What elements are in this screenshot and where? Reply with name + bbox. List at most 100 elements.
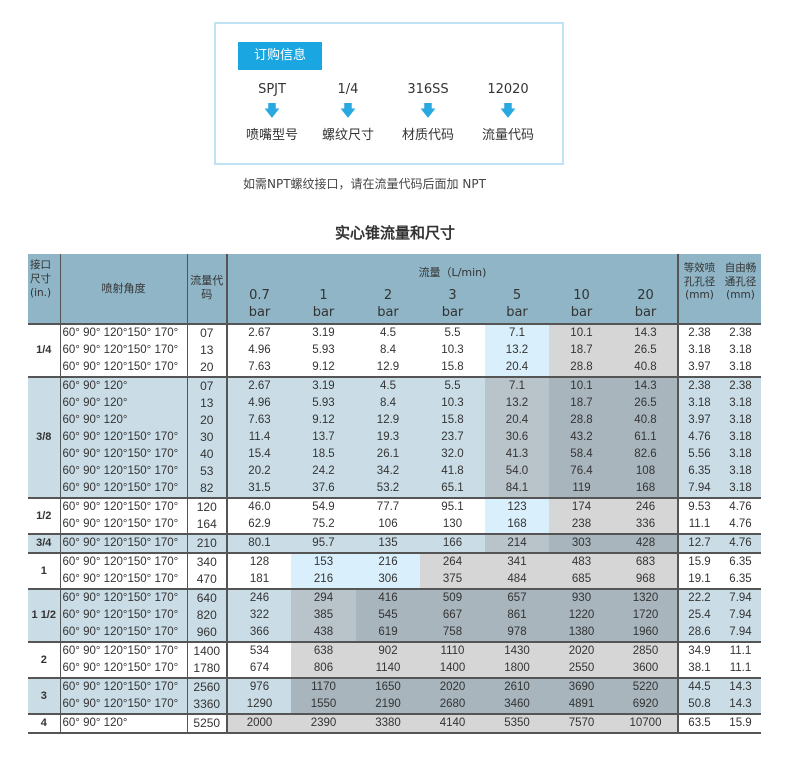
flow-value-cell: 62.9 — [227, 516, 291, 534]
flow-value-cell: 416 — [356, 588, 420, 607]
flow-code-cell: 340 — [187, 552, 228, 571]
flow-value-cell: 1720 — [614, 607, 678, 624]
flow-value-cell: 2.67 — [227, 323, 291, 342]
flow-value-cell: 77.7 — [356, 497, 420, 516]
orifice-cell: 3.18 — [677, 395, 720, 412]
flow-value-cell: 34.2 — [356, 463, 420, 480]
flow-value-cell: 5220 — [614, 677, 678, 696]
flow-value-cell: 483 — [549, 552, 614, 571]
flow-value-cell: 106 — [356, 516, 420, 534]
flow-value-cell: 216 — [291, 571, 356, 589]
table-row: 60° 90° 120°150° 170° 53 20.2 24.2 34.2 41.8 5… — [28, 463, 761, 480]
flow-value-cell: 41.8 — [420, 463, 485, 480]
arrow-down-icon: 🡇 — [263, 101, 281, 120]
flow-value-cell: 61.1 — [614, 429, 678, 446]
flow-value-cell: 438 — [291, 624, 356, 642]
flow-value-cell: 7.63 — [227, 412, 291, 429]
flow-value-cell: 667 — [420, 607, 485, 624]
angle-cell: 60° 90° 120°150° 170° — [59, 641, 188, 660]
angle-cell: 60° 90° 120° — [59, 395, 188, 412]
flow-value-cell: 54.9 — [291, 497, 356, 516]
angle-cell: 60° 90° 120°150° 170° — [59, 624, 188, 642]
flow-value-cell: 43.2 — [549, 429, 614, 446]
angle-cell: 60° 90° 120°150° 170° — [59, 480, 188, 498]
orifice-cell: 19.1 — [677, 571, 720, 589]
orifice-cell: 3.18 — [677, 342, 720, 359]
angle-cell: 60° 90° 120°150° 170° — [59, 446, 188, 463]
size-cell: 3/8 — [28, 376, 60, 498]
orifice-cell: 2.38 — [677, 323, 720, 342]
angle-cell: 60° 90° 120°150° 170° — [59, 607, 188, 624]
flow-value-cell: 53.2 — [356, 480, 420, 498]
flow-value-cell: 674 — [227, 660, 291, 678]
flow-value-cell: 8.4 — [356, 342, 420, 359]
free-passage-cell: 3.18 — [720, 480, 761, 498]
angle-cell: 60° 90° 120°150° 170° — [59, 660, 188, 678]
orifice-cell: 34.9 — [677, 641, 720, 660]
flow-value-cell: 95.7 — [291, 533, 356, 553]
flow-value-cell: 15.8 — [420, 359, 485, 377]
flow-value-cell: 657 — [485, 588, 549, 607]
flow-code-cell: 53 — [187, 463, 228, 480]
flow-value-cell: 5.5 — [420, 376, 485, 395]
flow-value-cell: 130 — [420, 516, 485, 534]
angle-cell: 60° 90° 120°150° 170° — [59, 342, 188, 359]
flow-value-cell: 214 — [485, 533, 549, 553]
flow-value-cell: 375 — [420, 571, 485, 589]
pressure-unit: bar — [570, 305, 593, 320]
angle-cell: 60° 90° 120°150° 170° — [59, 552, 188, 571]
flow-value-cell: 902 — [356, 641, 420, 660]
flow-value-cell: 2550 — [549, 660, 614, 678]
flow-value-cell: 294 — [291, 588, 356, 607]
angle-cell: 60° 90° 120°150° 170° — [59, 359, 188, 377]
flow-value-cell: 8.4 — [356, 395, 420, 412]
flow-value-cell: 2680 — [420, 696, 485, 714]
free-passage-cell: 3.18 — [720, 342, 761, 359]
flow-value-cell: 168 — [614, 480, 678, 498]
flow-value-cell: 976 — [227, 677, 291, 696]
size-cell: 3/4 — [28, 533, 60, 553]
flow-value-cell: 15.4 — [227, 446, 291, 463]
orifice-cell: 44.5 — [677, 677, 720, 696]
orifice-cell: 38.1 — [677, 660, 720, 678]
flow-value-cell: 5.93 — [291, 342, 356, 359]
free-passage-cell: 2.38 — [720, 323, 761, 342]
header-pressure: 20 bar — [614, 280, 678, 324]
order-item-flow: 12020 🡇 流量代码 — [468, 82, 548, 143]
orifice-cell: 7.94 — [677, 480, 720, 498]
flow-code-cell: 5250 — [187, 713, 228, 734]
flow-value-cell: 26.5 — [614, 342, 678, 359]
flow-value-cell: 683 — [614, 552, 678, 571]
flow-value-cell: 930 — [549, 588, 614, 607]
flow-value-cell: 264 — [420, 552, 485, 571]
pressure-value: 0.7 — [249, 288, 270, 303]
flow-value-cell: 18.5 — [291, 446, 356, 463]
flow-value-cell: 80.1 — [227, 533, 291, 553]
flow-value-cell: 23.7 — [420, 429, 485, 446]
flow-code-cell: 3360 — [187, 696, 228, 714]
orifice-cell: 22.2 — [677, 588, 720, 607]
flow-value-cell: 46.0 — [227, 497, 291, 516]
free-passage-cell: 14.3 — [720, 696, 761, 714]
order-item-model: SPJT 🡇 喷嘴型号 — [232, 82, 312, 143]
flow-value-cell: 216 — [356, 552, 420, 571]
flow-value-cell: 84.1 — [485, 480, 549, 498]
flow-value-cell: 24.2 — [291, 463, 356, 480]
flow-value-cell: 246 — [614, 497, 678, 516]
flow-value-cell: 10700 — [614, 713, 678, 734]
flow-value-cell: 322 — [227, 607, 291, 624]
angle-cell: 60° 90° 120°150° 170° — [59, 516, 188, 534]
header-pressure: 2 bar — [356, 280, 420, 324]
flow-value-cell: 26.5 — [614, 395, 678, 412]
free-passage-cell: 14.3 — [720, 677, 761, 696]
flow-value-cell: 9.12 — [291, 359, 356, 377]
flow-value-cell: 28.8 — [549, 359, 614, 377]
free-passage-cell: 11.1 — [720, 660, 761, 678]
flow-value-cell: 534 — [227, 641, 291, 660]
flow-value-cell: 1290 — [227, 696, 291, 714]
angle-cell: 60° 90° 120° — [59, 376, 188, 395]
flow-value-cell: 2850 — [614, 641, 678, 660]
flow-value-cell: 336 — [614, 516, 678, 534]
flow-value-cell: 7.63 — [227, 359, 291, 377]
flow-value-cell: 2610 — [485, 677, 549, 696]
